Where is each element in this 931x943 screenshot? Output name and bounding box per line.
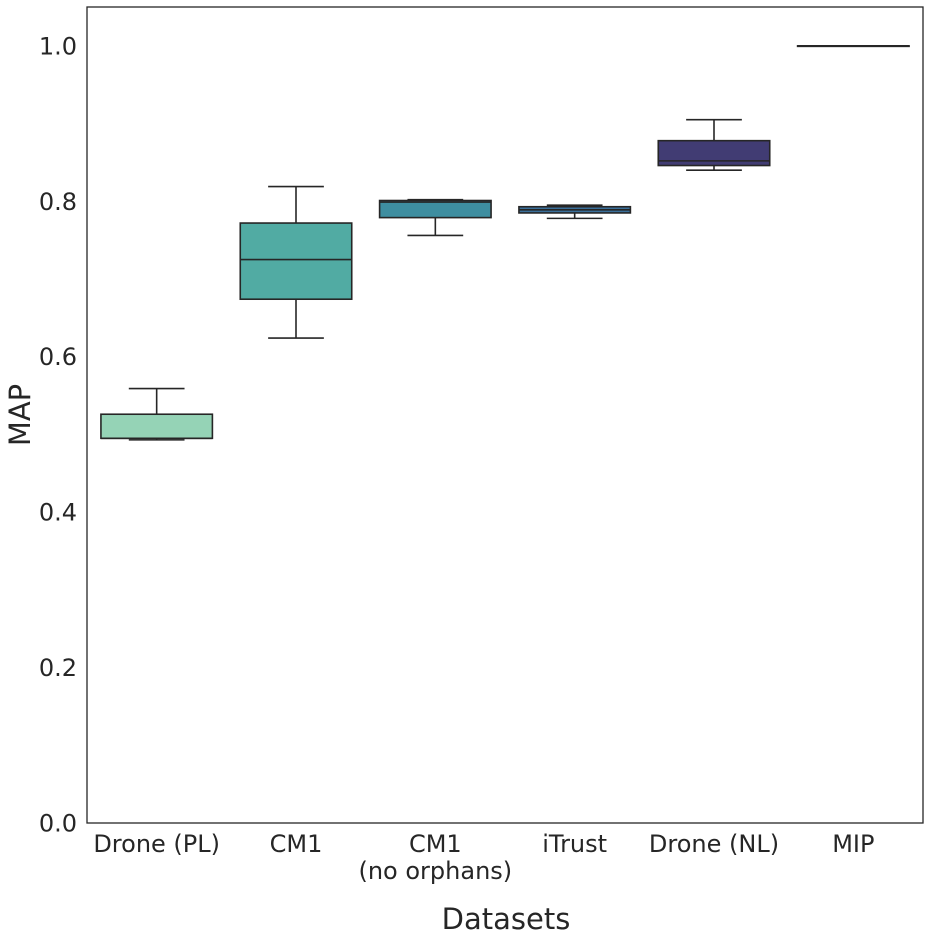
x-tick-label: Drone (NL) (649, 830, 779, 858)
boxes (100, 45, 910, 441)
box (239, 222, 353, 301)
x-axis-labels: Drone (PL) CM1 CM1(no orphans)iTrust Drone … (93, 830, 874, 885)
box (378, 199, 492, 219)
box-group (518, 204, 632, 220)
box-group (239, 185, 353, 339)
x-tick-label: CM1 (409, 830, 462, 858)
x-tick-label: Drone (PL) (93, 830, 220, 858)
y-tick-label: 0.0 (39, 810, 77, 838)
y-tick-label: 0.2 (39, 654, 77, 682)
x-tick-label: iTrust (542, 830, 607, 858)
box (657, 139, 771, 167)
x-tick-label: MIP (832, 830, 874, 858)
plot-frame (86, 6, 924, 824)
y-tick-label: 0.8 (39, 188, 77, 216)
y-axis-title: MAP (3, 384, 37, 446)
box (100, 413, 214, 440)
x-tick-sublabel: (no orphans) (358, 857, 512, 885)
x-tick-label: CM1 (270, 830, 323, 858)
y-axis-ticks: 0.0 0.2 0.4 0.6 0.8 1.0 (39, 32, 77, 837)
y-tick-label: 1.0 (39, 32, 77, 60)
x-axis-title: Datasets (442, 902, 571, 936)
box-group (657, 118, 771, 171)
box-group (378, 198, 492, 237)
box-group (796, 45, 910, 48)
y-tick-label: 0.4 (39, 499, 77, 527)
box-group (100, 387, 214, 441)
y-tick-label: 0.6 (39, 343, 77, 371)
